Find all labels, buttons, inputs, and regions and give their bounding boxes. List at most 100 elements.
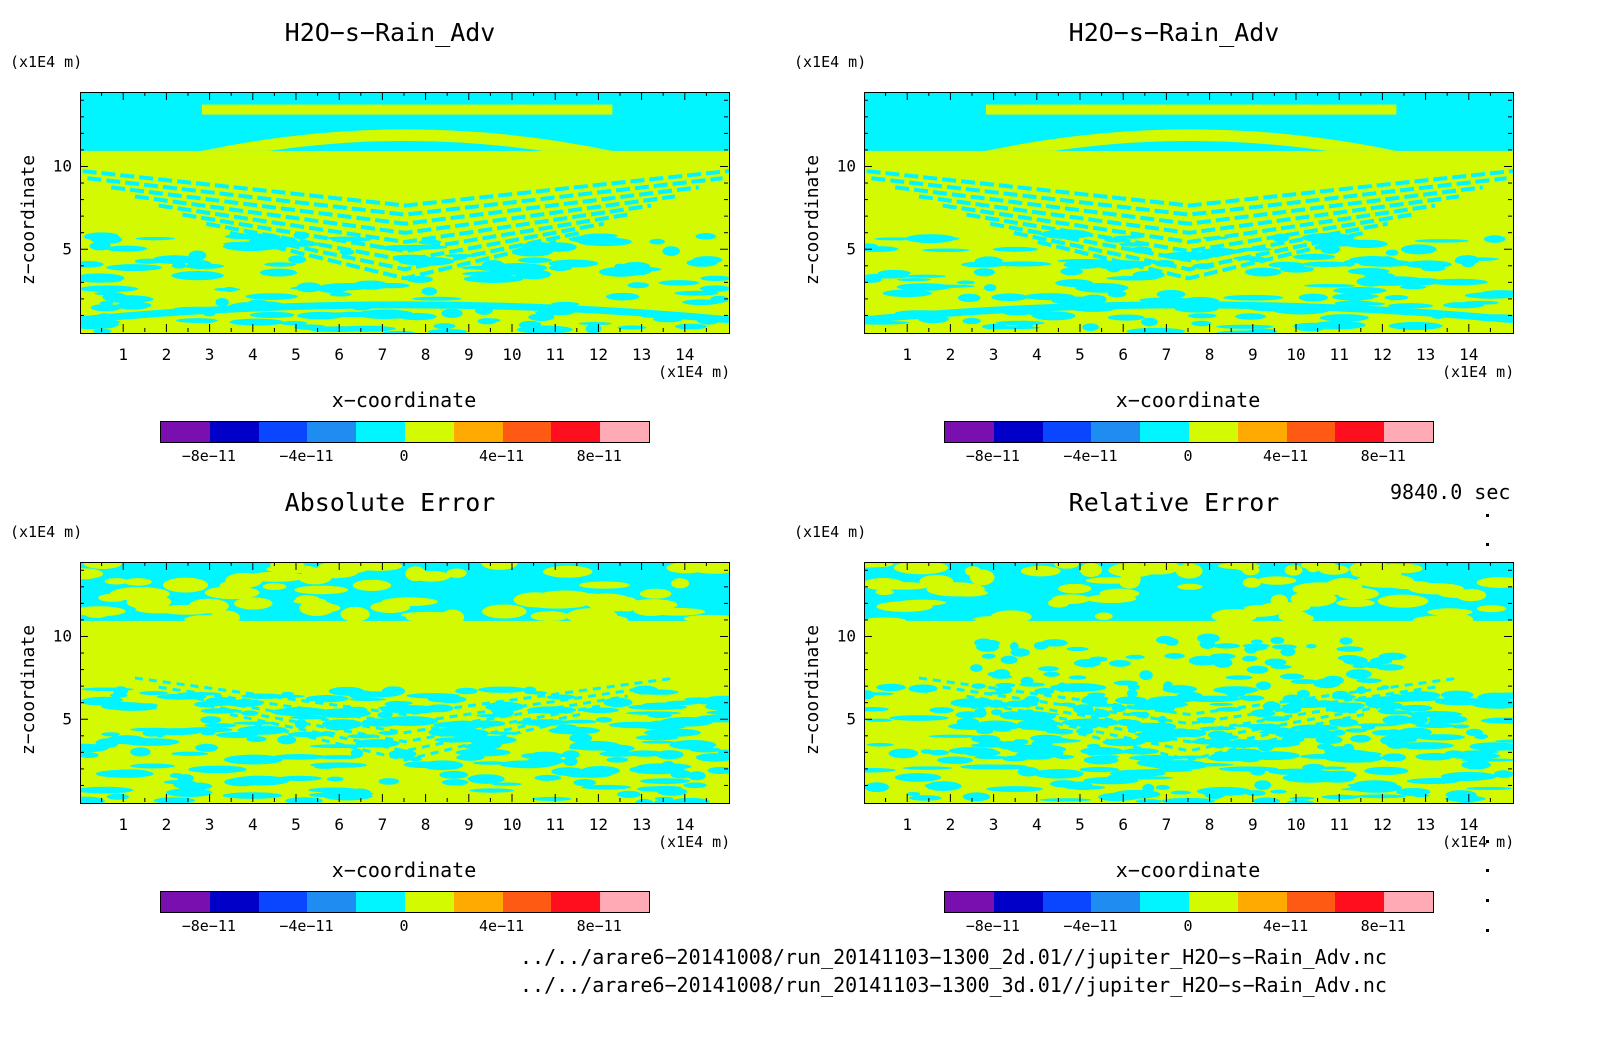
marker-dot <box>1486 899 1489 902</box>
z-unit-label: (x1E4 m) <box>10 523 83 541</box>
colorbar-tick-label: −8e−11 <box>965 447 1020 465</box>
x-tick-label: 13 <box>631 345 652 364</box>
heatmap-plot <box>864 562 1514 804</box>
x-tick-label: 13 <box>1415 345 1436 364</box>
y-axis-label: z−coordinate <box>802 624 823 755</box>
marker-dot <box>1486 929 1489 932</box>
colorbar-tick-label: 8e−11 <box>576 917 622 935</box>
colorbar-segment <box>993 422 1043 442</box>
panel-title: Relative Error <box>1068 488 1280 517</box>
x-tick-label: 14 <box>1459 815 1479 834</box>
x-tick-label: 12 <box>588 815 609 834</box>
x-tick-label: 14 <box>675 345 695 364</box>
x-tick-label: 6 <box>1118 345 1129 364</box>
colorbar-tick-label: 4e−11 <box>1263 917 1309 935</box>
x-tick-label: 7 <box>1161 815 1172 834</box>
colorbar-segment <box>258 892 308 912</box>
colorbar-segment <box>1286 892 1336 912</box>
colorbar-segment <box>1091 422 1141 442</box>
y-tick-label: 5 <box>846 239 856 259</box>
x-tick-label: 8 <box>1204 815 1215 834</box>
axis-ticks <box>864 92 1512 332</box>
colorbar-tick-label: −4e−11 <box>279 917 334 935</box>
colorbar-segment <box>209 422 259 442</box>
heatmap-plot <box>80 92 730 334</box>
colorbar-tick-label: 4e−11 <box>479 917 525 935</box>
time-label: 9840.0 sec <box>1390 480 1511 504</box>
axis-ticks <box>864 562 1512 802</box>
x-tick-label: 12 <box>1372 345 1393 364</box>
x-tick-label: 2 <box>161 345 172 364</box>
colorbar <box>160 421 650 443</box>
x-tick-label: 9 <box>1247 815 1258 834</box>
colorbar-segment <box>258 422 308 442</box>
x-tick-label: 8 <box>1204 345 1215 364</box>
x-tick-label: 8 <box>420 345 431 364</box>
x-tick-label: 10 <box>502 345 522 364</box>
colorbar-segment <box>1237 422 1287 442</box>
colorbar-segment <box>1335 892 1385 912</box>
colorbar-segment <box>453 422 503 442</box>
x-axis-label: x−coordinate <box>331 388 477 412</box>
colorbar-segment <box>502 892 552 912</box>
colorbar-tick-label: −4e−11 <box>279 447 334 465</box>
x-tick-label: 2 <box>945 815 956 834</box>
heatmap-field <box>865 563 1513 803</box>
heatmap-plot <box>864 92 1514 334</box>
colorbar-segment <box>1042 422 1092 442</box>
colorbar-segment <box>1188 892 1238 912</box>
colorbar-segment <box>356 892 405 912</box>
y-tick-label: 10 <box>52 626 72 646</box>
colorbar-segment <box>1237 892 1287 912</box>
x-tick-label: 4 <box>1031 345 1042 364</box>
axis-ticks <box>80 92 728 332</box>
axis-ticks <box>80 562 728 802</box>
colorbar-segment <box>453 892 503 912</box>
colorbar-segment <box>209 892 259 912</box>
x-tick-label: 3 <box>988 345 999 364</box>
colorbar-tick-label: 4e−11 <box>1263 447 1309 465</box>
x-tick-label: 13 <box>1415 815 1436 834</box>
colorbar-segment <box>1091 892 1141 912</box>
x-tick-label: 2 <box>945 345 956 364</box>
colorbar-segment <box>551 422 601 442</box>
x-tick-label: 8 <box>420 815 431 834</box>
x-tick-label: 3 <box>204 345 215 364</box>
colorbar-segment <box>1384 892 1433 912</box>
y-tick-label: 10 <box>52 156 72 176</box>
x-tick-label: 12 <box>1372 815 1393 834</box>
x-unit-label: (x1E4 m) <box>658 833 731 851</box>
marker-dot <box>1486 869 1489 872</box>
x-tick-label: 4 <box>247 345 258 364</box>
colorbar-tick-label: −4e−11 <box>1063 447 1118 465</box>
panel-title: H2O−s−Rain_Adv <box>1068 18 1280 47</box>
x-tick-label: 9 <box>463 815 474 834</box>
colorbar-segment <box>1140 422 1189 442</box>
x-tick-label: 11 <box>1329 815 1349 834</box>
x-tick-label: 6 <box>334 345 345 364</box>
chart-panel-4: Relative Error (x1E4 m) z−coordinate 1 2 3 4 5 6… <box>784 470 1564 950</box>
x-tick-label: 2 <box>161 815 172 834</box>
x-tick-label: 6 <box>1118 815 1129 834</box>
marker-dot <box>1486 514 1489 517</box>
x-tick-label: 1 <box>118 815 129 834</box>
x-tick-label: 10 <box>1286 815 1306 834</box>
file-path-2d: ../../arare6−20141008/run_20141103−1300_… <box>520 945 1387 969</box>
x-tick-label: 1 <box>902 345 913 364</box>
x-tick-label: 1 <box>118 345 129 364</box>
z-unit-label: (x1E4 m) <box>794 523 867 541</box>
colorbar-tick-label: −8e−11 <box>181 917 236 935</box>
x-tick-label: 5 <box>291 815 301 834</box>
colorbar-segment <box>502 422 552 442</box>
colorbar-tick-label: 0 <box>399 917 409 935</box>
colorbar-tick-label: −8e−11 <box>965 917 1020 935</box>
y-tick-label: 5 <box>62 239 72 259</box>
colorbar-segment <box>1384 422 1433 442</box>
colorbar-tick-label: 8e−11 <box>576 447 622 465</box>
heatmap-plot <box>80 562 730 804</box>
x-tick-label: 11 <box>545 345 565 364</box>
colorbar-segment <box>993 892 1043 912</box>
x-tick-label: 11 <box>1329 345 1349 364</box>
heatmap-field <box>81 563 729 803</box>
x-tick-label: 12 <box>588 345 609 364</box>
